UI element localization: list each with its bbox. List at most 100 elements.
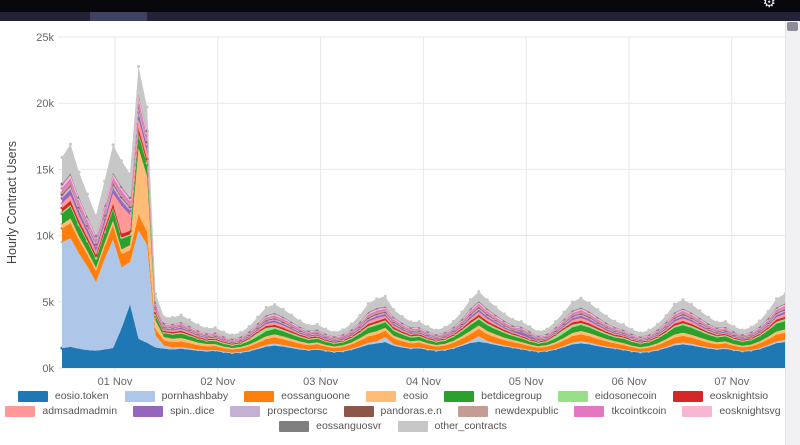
legend-swatch [574,405,605,417]
point-marker [349,322,353,326]
point-marker [477,289,481,293]
point-marker [137,64,141,68]
legend-item-betdicegroup[interactable]: betdicegroup [444,390,542,402]
legend-item-pornhashbaby[interactable]: pornhashbaby [124,390,229,402]
point-marker [383,294,387,298]
point-marker [247,324,251,328]
point-marker [409,320,413,324]
point-marker [222,330,226,334]
legend-swatch [133,405,164,417]
point-marker [460,310,464,314]
point-marker [145,105,149,109]
y-tick-label: 5k [42,297,54,309]
legend-swatch [343,405,374,417]
browser-tab-bar [0,12,800,21]
page-content: 0k 5k 10k 15k 20k 25k 01 Nov 02 Nov 03 Nov 04 Nov… [0,21,800,445]
legend-row: eossanguosvr other_contracts [271,420,515,432]
legend-swatch [5,405,36,417]
y-tick-label: 25k [36,32,54,44]
legend-item-eossanguoone[interactable]: eossanguoone [244,390,350,402]
legend-item-other_contracts[interactable]: other_contracts [397,420,507,432]
point-marker [281,307,285,311]
point-marker [655,322,659,326]
point-marker [264,305,268,309]
point-marker [468,298,472,302]
x-tick-label: 02 Nov [200,376,235,388]
active-tab[interactable] [90,12,147,21]
point-marker [536,330,540,334]
point-marker [417,320,421,324]
legend-item-eosknightsio[interactable]: eosknightsio [672,390,768,402]
point-marker [681,298,685,302]
x-tick-label: 03 Nov [303,376,338,388]
x-tick-label: 01 Nov [98,376,133,388]
legend-label: eosio [403,390,429,402]
y-tick-label: 10k [36,231,54,243]
legend-item-eossanguosvr[interactable]: eossanguosvr [279,420,382,432]
legend-swatch [444,390,475,402]
legend-item-newdexpublic[interactable]: newdexpublic [457,405,559,417]
x-tick-label: 07 Nov [714,376,749,388]
legend-label: pornhashbaby [161,390,229,402]
point-marker [188,318,192,322]
legend-item-admsadmadmin[interactable]: admsadmadmin [5,405,117,417]
scrollbar[interactable] [785,21,800,445]
point-marker [749,325,753,329]
point-marker [494,305,498,309]
point-marker [766,309,770,313]
legend-swatch [457,405,488,417]
point-marker [60,155,64,159]
legend-item-eidosonecoin[interactable]: eidosonecoin [557,390,657,402]
point-marker [94,214,98,218]
point-marker [596,308,600,312]
point-marker [120,159,124,163]
point-marker [613,319,617,323]
legend-label: eosio.token [54,390,109,402]
point-marker [154,292,158,296]
point-marker [103,179,107,183]
point-marker [111,143,115,147]
point-marker [298,319,302,323]
legend-item-eosio[interactable]: eosio [366,390,428,402]
legend-item-prospectorsc[interactable]: prospectorsc [230,405,328,417]
legend-item-spin..dice[interactable]: spin..dice [133,405,214,417]
point-marker [341,328,345,332]
point-marker [332,330,336,334]
legend-swatch [672,390,703,402]
y-axis-title: Hourly Contract Users [5,141,19,264]
legend-label: betdicegroup [481,390,542,402]
gear-icon[interactable]: ⚙ [762,0,776,11]
legend-swatch [244,390,275,402]
x-tick-label: 04 Nov [406,376,441,388]
series-other_contracts [60,64,787,339]
point-marker [587,301,591,305]
legend-label: eidosonecoin [594,390,657,402]
point-marker [740,328,744,332]
point-marker [570,300,574,304]
point-marker [290,313,294,317]
point-marker [621,323,625,327]
point-marker [451,319,455,323]
point-marker [358,313,362,317]
point-marker [171,315,175,319]
point-marker [519,320,523,324]
legend-label: newdexpublic [494,405,559,417]
point-marker [502,312,506,316]
point-marker [400,314,404,318]
point-marker [273,303,277,307]
legend-swatch [557,390,588,402]
point-marker [162,315,166,319]
legend-swatch [230,405,261,417]
scrollbar-thumb[interactable] [787,22,798,31]
legend-item-tkcointkcoin[interactable]: tkcointkcoin [574,405,666,417]
point-marker [638,331,642,335]
point-marker [562,310,566,314]
point-marker [375,297,379,301]
legend-label: tkcointkcoin [611,405,667,417]
legend-label: other_contracts [434,420,507,432]
legend-item-pandoras.e.n[interactable]: pandoras.e.n [343,405,442,417]
legend-item-eosio.token[interactable]: eosio.token [17,390,109,402]
point-marker [672,302,676,306]
legend-swatch [366,390,397,402]
legend-item-eosknightsvg[interactable]: eosknightsvg [682,405,781,417]
